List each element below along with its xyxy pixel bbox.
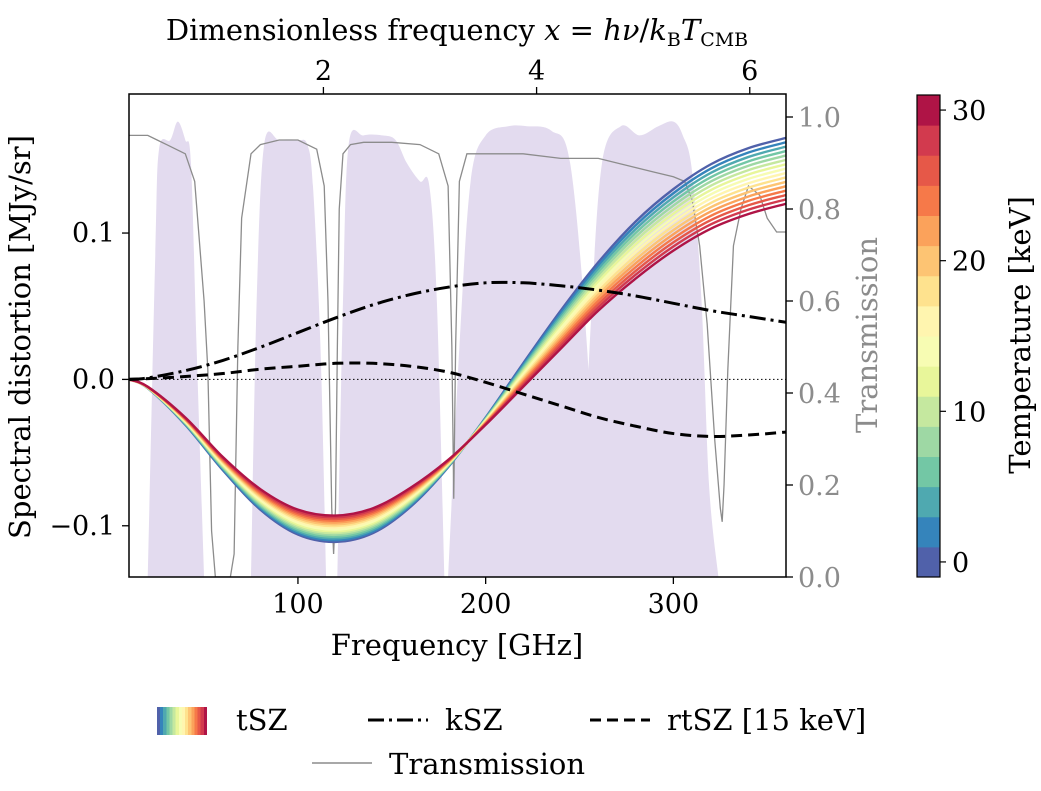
right-axis-title: Transmission	[850, 237, 884, 433]
colorbar-segment	[917, 336, 940, 367]
legend-label-rtsz: rtSZ [15 keV]	[667, 703, 866, 737]
top-tick-label: 4	[528, 56, 545, 87]
colorbar-segment	[917, 426, 940, 457]
top-title-part: hν	[603, 13, 639, 47]
legend-label-transmission: Transmission	[389, 747, 585, 781]
ksz-rtsz-curves	[129, 280, 786, 439]
colorbar-segment	[917, 95, 940, 126]
legend-swatch-tsz	[157, 707, 207, 735]
colorbar-tick-label: 30	[952, 96, 986, 127]
colorbar-segment	[917, 305, 940, 337]
right-axis-ticks: 0.0 0.2 0.4 0.6 0.8 1.0	[786, 103, 841, 594]
top-title-part: =	[560, 13, 603, 47]
top-axis-title: Dimensionless frequency x = hν/kBTCMB	[166, 13, 748, 51]
colorbar-title: Temperature [keV]	[1003, 196, 1037, 474]
right-tick-label: 0.8	[798, 195, 841, 226]
tsz-line	[129, 202, 786, 517]
colorbar-segment	[917, 486, 940, 518]
legend: tSZ kSZ rtSZ [15 keV] Transmission	[157, 703, 866, 781]
passband-area	[448, 125, 599, 577]
x-tick-label: 300	[648, 589, 700, 620]
passband-area	[251, 131, 327, 577]
transmission-curve-layer	[129, 134, 786, 577]
ksz-line	[129, 280, 786, 381]
right-tick-label: 0.0	[798, 563, 841, 594]
colorbar-tick-label: 0	[952, 548, 969, 579]
colorbar-frame	[916, 94, 941, 578]
right-tick-label: 1.0	[798, 103, 841, 134]
x-tick-label: 100	[272, 589, 324, 620]
y-axis-ticks: −0.1 0.0 0.1	[49, 218, 129, 542]
top-axis-ticks: 2 4 6	[315, 56, 758, 94]
right-tick-label: 0.4	[798, 379, 841, 410]
colorbar-segment	[917, 215, 940, 247]
passband-areas	[147, 121, 719, 577]
rtsz-line	[129, 361, 786, 439]
colorbar-segment	[917, 275, 940, 307]
y-axis-title: Spectral distortion [MJy/sr]	[3, 135, 37, 539]
y-tick-label: −0.1	[49, 511, 115, 542]
top-tick-label: 6	[741, 56, 758, 87]
passband-area	[147, 121, 205, 577]
right-tick-label: 0.6	[798, 287, 841, 318]
colorbar-segment	[917, 396, 940, 427]
colorbar-segment	[917, 185, 940, 216]
x-axis-title: Frequency [GHz]	[331, 628, 583, 662]
top-title-part: T	[681, 13, 703, 47]
y-tick-label: 0.0	[72, 364, 115, 395]
colorbar-segment	[917, 546, 940, 578]
top-tick-label: 2	[315, 56, 332, 87]
top-title-part: CMB	[700, 29, 748, 51]
tsz-curves	[129, 136, 786, 544]
colorbar-ticks: 0 10 20 30	[940, 96, 986, 579]
colorbar-segment	[917, 245, 940, 277]
plot-frame	[128, 93, 787, 578]
x-axis-ticks: 100 200 300	[272, 577, 699, 620]
top-title-part: Dimensionless frequency	[166, 13, 544, 47]
colorbar-segment	[917, 125, 940, 156]
colorbar-tick-label: 10	[952, 397, 986, 428]
top-title-part: B	[667, 29, 681, 51]
colorbar-tick-label: 20	[952, 247, 986, 278]
top-title-part: /	[640, 13, 650, 47]
colorbar-segment	[917, 516, 940, 548]
passband-area	[337, 129, 445, 577]
top-title-part: k	[649, 13, 667, 47]
top-title-part: x	[544, 13, 560, 47]
x-tick-label: 200	[460, 589, 512, 620]
colorbar-segment	[917, 155, 940, 186]
legend-label-tsz: tSZ	[236, 703, 288, 737]
colorbar	[916, 94, 941, 578]
legend-label-ksz: kSZ	[445, 703, 503, 737]
colorbar-segment	[917, 366, 940, 397]
right-tick-label: 0.2	[798, 471, 841, 502]
colorbar-segment	[917, 456, 940, 488]
transmission-line	[129, 134, 786, 577]
y-tick-label: 0.1	[72, 218, 115, 249]
